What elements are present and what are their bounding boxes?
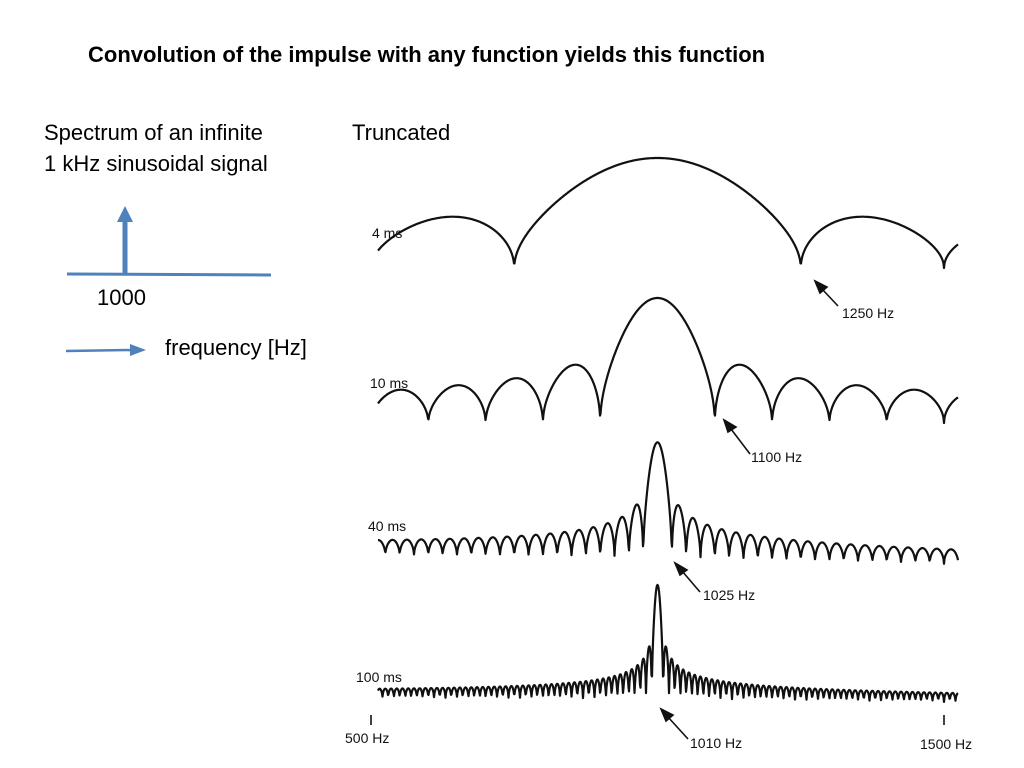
frequency-axis-label: frequency [Hz]	[165, 335, 307, 360]
zero-label-1010: 1010 Hz	[690, 735, 742, 751]
arrow-head-1010	[659, 707, 675, 723]
frequency-direction-arrow	[65, 344, 146, 356]
infinite-spectrum-caption: Spectrum of an infinite 1 kHz sinusoidal…	[44, 117, 268, 179]
arrow-head-1100	[722, 418, 738, 434]
truncated-heading: Truncated	[352, 120, 451, 145]
zero-label-1100: 1100 Hz	[751, 449, 802, 465]
duration-label-100ms: 100 ms	[356, 669, 402, 685]
zero-label-1025: 1025 Hz	[703, 587, 755, 603]
axis-start-label: 500 Hz	[345, 730, 389, 746]
duration-label-10ms: 10 ms	[370, 375, 408, 391]
trace-40ms	[377, 441, 960, 565]
impulse-arrow-head	[117, 206, 133, 222]
trace-100ms	[377, 583, 959, 704]
baseline-axis	[66, 272, 272, 277]
arrow-head-1250	[813, 279, 829, 295]
spectra-traces	[377, 156, 960, 704]
impulse-diagram	[66, 206, 272, 277]
trace-10ms	[377, 296, 959, 425]
axis-end-label: 1500 Hz	[920, 736, 972, 752]
zero-label-1250: 1250 Hz	[842, 305, 894, 321]
truncated-spectra-figure: 500 Hz 1500 Hz 4 ms 10 ms 40 ms 100 ms 1…	[345, 156, 972, 752]
duration-label-4ms: 4 ms	[372, 225, 402, 241]
frequency-arrow-head	[130, 344, 146, 356]
duration-label-40ms: 40 ms	[368, 518, 406, 534]
arrow-head-1025	[673, 561, 689, 577]
frequency-axis-ticks	[370, 715, 945, 725]
trace-4ms	[377, 156, 959, 270]
caption-line-2: 1 kHz sinusoidal signal	[44, 151, 268, 176]
caption-line-1: Spectrum of an infinite	[44, 120, 263, 145]
zero-crossing-arrows	[659, 279, 839, 740]
slide-title: Convolution of the impulse with any func…	[88, 42, 766, 67]
impulse-position-label: 1000	[97, 285, 146, 310]
